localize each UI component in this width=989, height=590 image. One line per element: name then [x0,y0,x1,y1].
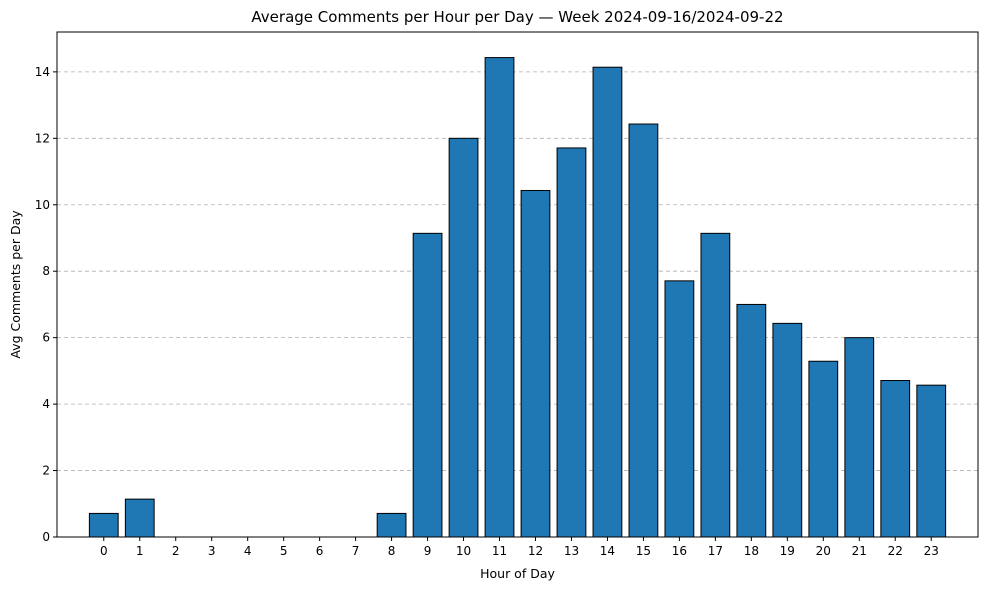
bar-hour-16 [664,280,695,538]
x-tick-label: 5 [280,544,288,558]
bar-hour-18 [736,303,767,538]
x-tick-label: 20 [816,544,831,558]
bar-hour-8 [376,512,407,538]
y-tick-label: 0 [42,530,50,544]
bar-hour-13 [556,147,587,538]
x-tick-label: 1 [136,544,144,558]
y-tick-label: 6 [42,331,50,345]
x-tick-label: 9 [424,544,432,558]
x-tick-label: 15 [636,544,651,558]
bar-hour-9 [412,232,443,538]
x-tick-label: 16 [672,544,687,558]
bar-hour-15 [628,123,659,538]
chart-title: Average Comments per Hour per Day — Week… [251,8,783,26]
x-tick-label: 18 [744,544,759,558]
x-tick-label: 4 [244,544,252,558]
x-tick-label: 3 [208,544,216,558]
x-axis-label: Hour of Day [480,566,555,581]
plot-frame [56,31,979,538]
bar-hour-12 [520,189,551,538]
x-tick-label: 6 [316,544,324,558]
x-tick-label: 10 [456,544,471,558]
y-tick-label: 12 [35,131,50,145]
x-tick-label: 21 [852,544,867,558]
x-tick-label: 12 [528,544,543,558]
x-tick-label: 22 [888,544,903,558]
bar-hour-1 [124,498,155,538]
y-tick-label: 2 [42,464,50,478]
y-tick-label: 10 [35,198,50,212]
x-tick-label: 11 [492,544,507,558]
gridlines [57,71,978,471]
x-tick-label: 14 [600,544,615,558]
x-tick-label: 7 [352,544,360,558]
x-tick-label: 8 [388,544,396,558]
bar-hour-22 [880,380,911,538]
bar-hour-19 [772,322,803,538]
x-tick-label: 2 [172,544,180,558]
x-tick-label: 23 [924,544,939,558]
x-tick-label: 19 [780,544,795,558]
bars [88,57,947,538]
bar-hour-0 [88,512,119,538]
bar-hour-11 [484,57,515,538]
bar-hour-17 [700,232,731,538]
bar-hour-14 [592,66,623,538]
bar-hour-20 [808,360,839,538]
x-tick-label: 0 [100,544,108,558]
x-tick-label: 13 [564,544,579,558]
bar-hour-10 [448,137,479,538]
x-tick-label: 17 [708,544,723,558]
bar-hour-21 [844,337,875,538]
y-tick-label: 8 [42,264,50,278]
bar-hour-23 [916,384,947,538]
y-tick-label: 4 [42,397,50,411]
y-tick-label: 14 [35,65,50,79]
y-axis-label: Avg Comments per Day [8,210,23,359]
